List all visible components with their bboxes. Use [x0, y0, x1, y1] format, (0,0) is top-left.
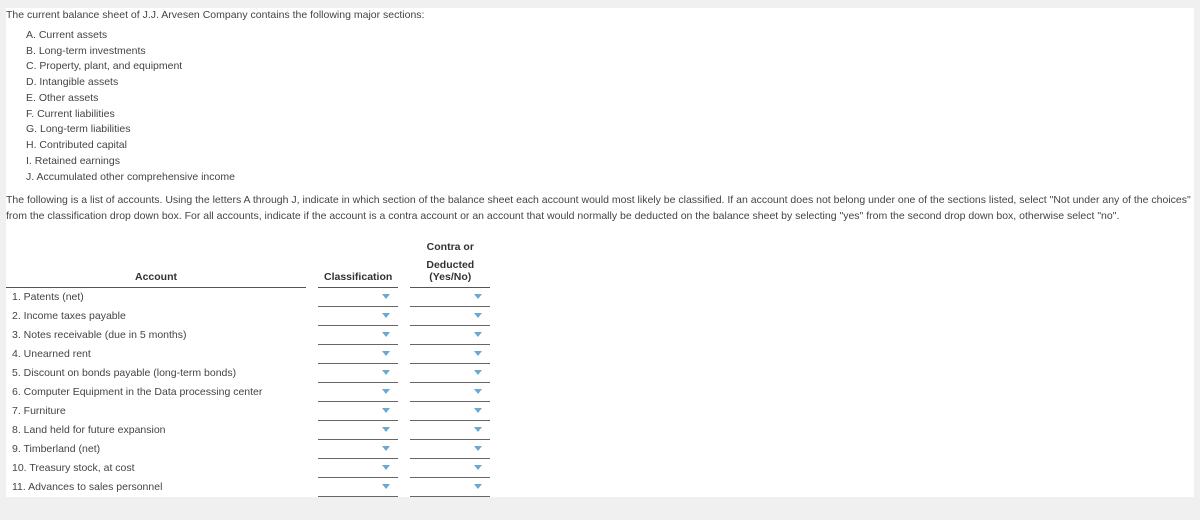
account-label: 11. Advances to sales personnel [6, 477, 306, 496]
contra-dropdown[interactable] [410, 325, 490, 344]
chevron-down-icon [474, 389, 482, 394]
chevron-down-icon [382, 332, 390, 337]
header-classification: Classification [318, 257, 398, 288]
chevron-down-icon [382, 408, 390, 413]
contra-dropdown[interactable] [410, 420, 490, 439]
classification-dropdown[interactable] [318, 477, 398, 496]
table-row: 8. Land held for future expansion [6, 420, 490, 439]
section-item: H. Contributed capital [26, 138, 1194, 154]
classification-dropdown[interactable] [318, 325, 398, 344]
contra-dropdown[interactable] [410, 477, 490, 496]
chevron-down-icon [474, 465, 482, 470]
contra-dropdown[interactable] [410, 306, 490, 325]
chevron-down-icon [474, 446, 482, 451]
header-account: Account [6, 257, 306, 288]
chevron-down-icon [474, 408, 482, 413]
sections-list: A. Current assetsB. Long-term investment… [6, 28, 1194, 186]
section-item: D. Intangible assets [26, 75, 1194, 91]
classification-dropdown[interactable] [318, 306, 398, 325]
chevron-down-icon [474, 484, 482, 489]
chevron-down-icon [382, 465, 390, 470]
accounts-table: Contra or Account Classification Deducte… [6, 239, 490, 497]
contra-dropdown[interactable] [410, 401, 490, 420]
classification-dropdown[interactable] [318, 439, 398, 458]
section-item: I. Retained earnings [26, 154, 1194, 170]
classification-dropdown[interactable] [318, 344, 398, 363]
contra-dropdown[interactable] [410, 458, 490, 477]
chevron-down-icon [382, 370, 390, 375]
contra-dropdown[interactable] [410, 287, 490, 306]
chevron-down-icon [382, 427, 390, 432]
chevron-down-icon [382, 294, 390, 299]
header-contra-line1: Contra or [410, 239, 490, 257]
section-item: E. Other assets [26, 91, 1194, 107]
account-label: 1. Patents (net) [6, 287, 306, 306]
chevron-down-icon [382, 446, 390, 451]
table-row: 2. Income taxes payable [6, 306, 490, 325]
classification-dropdown[interactable] [318, 287, 398, 306]
classification-dropdown[interactable] [318, 401, 398, 420]
contra-dropdown[interactable] [410, 439, 490, 458]
table-row: 5. Discount on bonds payable (long-term … [6, 363, 490, 382]
account-label: 5. Discount on bonds payable (long-term … [6, 363, 306, 382]
chevron-down-icon [382, 313, 390, 318]
section-item: A. Current assets [26, 28, 1194, 44]
chevron-down-icon [474, 427, 482, 432]
contra-dropdown[interactable] [410, 344, 490, 363]
classification-dropdown[interactable] [318, 458, 398, 477]
chevron-down-icon [474, 313, 482, 318]
table-row: 3. Notes receivable (due in 5 months) [6, 325, 490, 344]
table-row: 6. Computer Equipment in the Data proces… [6, 382, 490, 401]
classification-dropdown[interactable] [318, 363, 398, 382]
account-label: 6. Computer Equipment in the Data proces… [6, 382, 306, 401]
contra-dropdown[interactable] [410, 382, 490, 401]
section-item: F. Current liabilities [26, 107, 1194, 123]
table-row: 7. Furniture [6, 401, 490, 420]
contra-dropdown[interactable] [410, 363, 490, 382]
chevron-down-icon [382, 484, 390, 489]
header-contra-line2: Deducted (Yes/No) [410, 257, 490, 288]
chevron-down-icon [382, 389, 390, 394]
chevron-down-icon [474, 332, 482, 337]
account-label: 9. Timberland (net) [6, 439, 306, 458]
classification-dropdown[interactable] [318, 420, 398, 439]
chevron-down-icon [474, 351, 482, 356]
classification-dropdown[interactable] [318, 382, 398, 401]
table-row: 10. Treasury stock, at cost [6, 458, 490, 477]
table-row: 4. Unearned rent [6, 344, 490, 363]
chevron-down-icon [474, 370, 482, 375]
table-row: 11. Advances to sales personnel [6, 477, 490, 496]
account-label: 8. Land held for future expansion [6, 420, 306, 439]
account-label: 10. Treasury stock, at cost [6, 458, 306, 477]
account-label: 7. Furniture [6, 401, 306, 420]
account-label: 4. Unearned rent [6, 344, 306, 363]
account-label: 3. Notes receivable (due in 5 months) [6, 325, 306, 344]
account-label: 2. Income taxes payable [6, 306, 306, 325]
intro-text: The current balance sheet of J.J. Arvese… [6, 8, 1194, 24]
table-row: 9. Timberland (net) [6, 439, 490, 458]
chevron-down-icon [382, 351, 390, 356]
section-item: G. Long-term liabilities [26, 122, 1194, 138]
chevron-down-icon [474, 294, 482, 299]
instructions-text: The following is a list of accounts. Usi… [6, 193, 1194, 225]
section-item: B. Long-term investments [26, 44, 1194, 60]
section-item: J. Accumulated other comprehensive incom… [26, 170, 1194, 186]
section-item: C. Property, plant, and equipment [26, 59, 1194, 75]
table-row: 1. Patents (net) [6, 287, 490, 306]
